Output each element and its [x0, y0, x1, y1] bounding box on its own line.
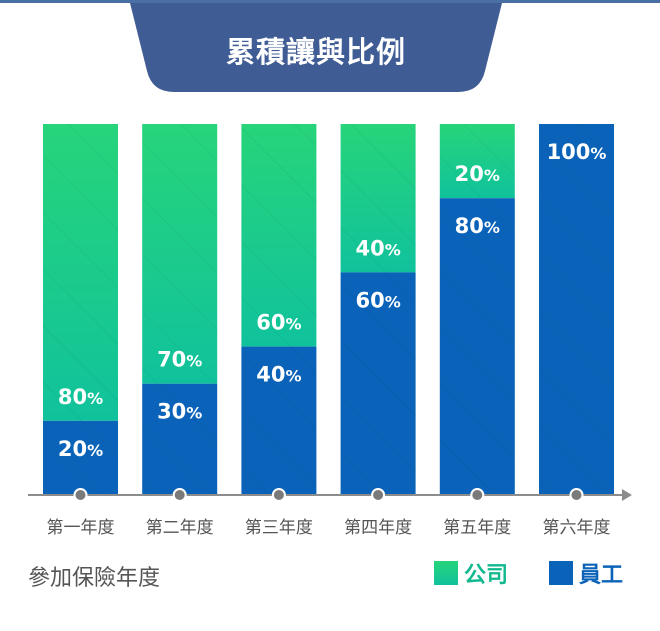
title-banner-shape	[130, 3, 502, 92]
tick-label-5: 第五年度	[443, 518, 511, 538]
bar-hatch-2	[142, 124, 218, 495]
bar-hatch-3	[241, 124, 317, 495]
axis-marker-5	[470, 488, 485, 502]
bar-hatch-5	[439, 124, 515, 495]
x-axis-label: 參加保險年度	[28, 566, 161, 591]
legend-label-company: 公司	[464, 563, 509, 588]
bar-hatch-4	[340, 124, 416, 495]
legend-label-employee: 員工	[579, 563, 624, 588]
axis-marker-6	[569, 488, 584, 502]
label-company-5: 20%	[455, 162, 500, 186]
axis-marker-2	[172, 488, 187, 502]
label-employee-3: 40%	[256, 363, 301, 387]
x-axis-arrow	[622, 489, 632, 501]
label-employee-1: 20%	[58, 437, 103, 461]
tick-label-4: 第四年度	[344, 518, 412, 538]
legend-item-employee: 員工	[549, 560, 624, 588]
label-employee-2: 30%	[157, 400, 202, 424]
legend-item-company: 公司	[434, 560, 509, 588]
label-company-1: 80%	[58, 385, 103, 409]
label-employee-5: 80%	[455, 214, 500, 238]
label-company-3: 60%	[256, 311, 301, 335]
chart-title: 累積讓與比例	[225, 35, 406, 69]
legend-swatch-employee	[549, 561, 573, 585]
tick-label-1: 第一年度	[47, 518, 115, 538]
bar-hatch-1	[43, 124, 118, 495]
top-border-line	[0, 0, 660, 3]
label-employee-6: 100%	[547, 140, 607, 164]
title-banner: 累積讓與比例	[130, 3, 502, 92]
label-employee-4: 60%	[355, 288, 400, 312]
tick-label-6: 第六年度	[543, 518, 611, 538]
label-company-2: 70%	[157, 348, 202, 372]
axis-marker-3	[271, 488, 286, 502]
bar-hatch-6	[539, 124, 614, 495]
axis-marker-4	[371, 488, 386, 502]
legend-swatch-company	[434, 561, 458, 585]
tick-label-2: 第二年度	[146, 518, 214, 538]
tick-label-3: 第三年度	[245, 518, 313, 538]
axis-marker-1	[73, 488, 88, 502]
label-company-4: 40%	[355, 236, 400, 260]
